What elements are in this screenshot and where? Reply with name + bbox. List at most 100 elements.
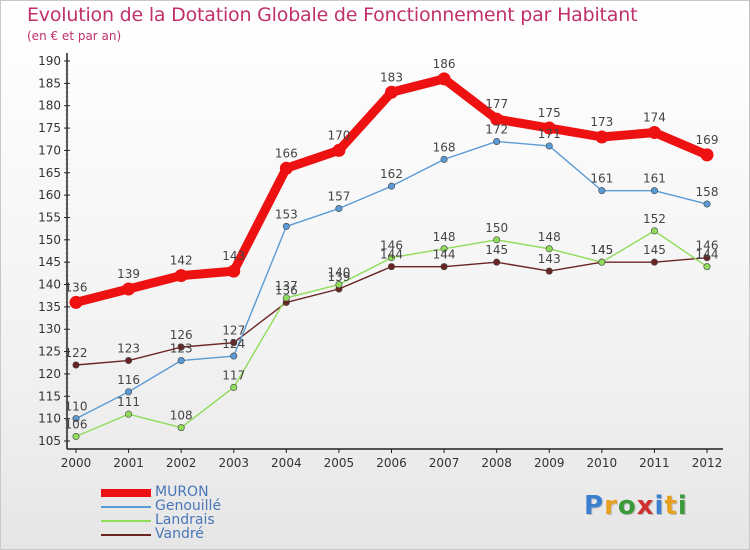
data-label: 137 (275, 279, 298, 293)
logo-letter: P (584, 491, 605, 521)
data-point (703, 254, 711, 262)
data-point (387, 263, 395, 271)
data-label: 139 (327, 270, 350, 284)
x-tick-label: 2003 (218, 456, 249, 470)
x-tick-label: 2005 (324, 456, 355, 470)
data-label: 172 (485, 122, 508, 136)
data-point (493, 258, 501, 266)
data-label: 175 (538, 106, 561, 120)
logo-letter: t (664, 491, 678, 521)
series-points (69, 72, 714, 441)
data-point (387, 182, 395, 190)
data-point (703, 200, 711, 208)
data-point (650, 258, 658, 266)
data-label: 158 (696, 185, 719, 199)
data-label: 127 (222, 324, 245, 338)
data-point (440, 263, 448, 271)
data-label: 144 (380, 248, 403, 262)
data-label: 183 (380, 70, 403, 84)
data-label: 123 (117, 342, 140, 356)
data-label: 117 (222, 368, 245, 382)
x-tick-label: 2000 (61, 456, 92, 470)
data-label: 186 (433, 57, 456, 71)
chart-subtitle: (en € et par an) (27, 29, 122, 43)
data-label: 174 (643, 111, 666, 125)
y-tick-label: 190 (38, 54, 61, 68)
data-point (440, 245, 448, 253)
legend-swatch (101, 520, 151, 522)
data-label: 145 (485, 243, 508, 257)
data-label: 177 (485, 97, 508, 111)
data-label: 161 (590, 172, 613, 186)
axes: 105 110 115 120 125 130 135 140 145 150 155 160 165 1… (38, 53, 723, 470)
legend-label: Landrais (155, 512, 215, 528)
y-tick-label: 120 (38, 367, 61, 381)
data-point (335, 281, 343, 289)
y-tick-label: 125 (38, 345, 61, 359)
data-label: 126 (170, 328, 193, 342)
y-tick-label: 105 (38, 434, 61, 448)
data-label: 136 (65, 280, 88, 294)
data-point (69, 295, 83, 309)
data-label: 139 (117, 267, 140, 281)
x-tick-label: 2008 (481, 456, 512, 470)
data-point (227, 264, 241, 278)
y-tick-label: 130 (38, 322, 61, 336)
data-point (437, 72, 451, 86)
x-tick-label: 2001 (113, 456, 144, 470)
x-tick-label: 2002 (166, 456, 197, 470)
data-label: 123 (170, 342, 193, 356)
logo-letter: o (617, 491, 637, 521)
data-point (647, 126, 661, 140)
data-label: 169 (696, 133, 719, 147)
data-point (598, 187, 606, 195)
data-label: 168 (433, 140, 456, 154)
data-label: 143 (222, 249, 245, 263)
data-point (335, 205, 343, 213)
data-label: 140 (327, 266, 350, 280)
x-tick-label: 2010 (587, 456, 618, 470)
y-tick-label: 175 (38, 121, 61, 135)
x-tick-label: 2006 (376, 456, 407, 470)
data-point (230, 352, 238, 360)
data-point (387, 254, 395, 262)
y-tick-label: 155 (38, 210, 61, 224)
y-tick-label: 180 (38, 99, 61, 113)
data-label: 161 (643, 172, 666, 186)
data-point (700, 148, 714, 162)
data-point (125, 388, 133, 396)
logo-letter: i (677, 491, 688, 521)
data-point (385, 85, 398, 99)
data-point (282, 222, 290, 230)
data-label: 116 (117, 373, 140, 387)
data-label: 145 (643, 243, 666, 257)
data-point (490, 112, 504, 126)
data-point (125, 410, 133, 418)
y-tick-label: 115 (38, 389, 61, 403)
data-point (177, 343, 185, 351)
data-point (279, 161, 293, 175)
data-label: 148 (538, 230, 561, 244)
x-tick-label: 2007 (429, 456, 460, 470)
data-label: 152 (643, 212, 666, 226)
data-label: 106 (65, 418, 88, 432)
data-point (332, 143, 346, 157)
data-point (545, 245, 553, 253)
legend-swatch (101, 506, 151, 508)
data-point (493, 236, 501, 244)
data-point (598, 258, 606, 266)
x-tick-label: 2012 (692, 456, 723, 470)
data-point (230, 383, 238, 391)
x-tick-label: 2009 (534, 456, 565, 470)
data-label: 144 (696, 248, 719, 262)
logo-letter: i (654, 491, 665, 521)
y-tick-label: 160 (38, 188, 61, 202)
data-label: 110 (65, 400, 88, 414)
data-label: 122 (65, 346, 88, 360)
data-label: 150 (485, 221, 508, 235)
data-point (72, 415, 80, 423)
data-label: 144 (433, 248, 456, 262)
data-label: 143 (538, 252, 561, 266)
